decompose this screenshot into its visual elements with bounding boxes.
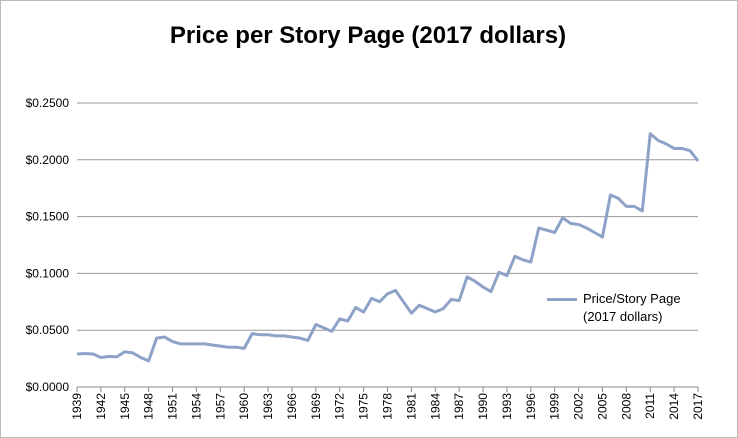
x-tick-label: 1939	[70, 393, 84, 420]
x-tick-label: 1945	[118, 393, 132, 420]
x-tick-label: 1948	[142, 393, 156, 420]
x-tick-label: 1960	[237, 393, 251, 420]
x-tick-label: 1999	[548, 393, 562, 420]
y-tick-label: $0.1000	[26, 266, 70, 280]
x-tick-label: 1978	[381, 393, 395, 420]
x-tick-label: 2017	[691, 393, 705, 420]
x-tick-label: 1951	[166, 393, 180, 420]
x-tick-label: 1987	[452, 393, 466, 420]
x-tick-label: 1957	[213, 393, 227, 420]
y-tick-label: $0.1500	[26, 210, 70, 224]
x-tick-label: 2011	[643, 393, 657, 419]
x-tick-label: 1975	[357, 393, 371, 420]
x-tick-label: 1981	[404, 393, 418, 420]
legend-label: Price/Story Page (2017 dollars)	[583, 291, 681, 324]
x-tick-label: 1942	[94, 393, 108, 420]
y-tick-label: $0.0500	[26, 323, 70, 337]
x-tick-label: 1990	[476, 393, 490, 420]
x-tick-label: 1954	[189, 393, 203, 420]
y-tick-label: $0.2000	[26, 153, 70, 167]
x-tick-label: 1984	[428, 393, 442, 420]
x-tick-label: 1993	[500, 393, 514, 420]
x-tick-label: 1963	[261, 393, 275, 420]
x-tick-label: 2014	[667, 393, 681, 420]
x-tick-label: 2002	[572, 393, 586, 420]
y-tick-label: $0.2500	[26, 96, 70, 110]
x-tick-label: 2008	[619, 393, 633, 420]
x-tick-label: 2005	[595, 393, 609, 420]
legend-swatch	[547, 298, 577, 301]
y-tick-label: $0.0000	[26, 380, 70, 394]
line	[76, 132, 700, 363]
x-tick-label: 1972	[333, 393, 347, 420]
legend: Price/Story Page (2017 dollars)	[547, 290, 703, 326]
chart-title: Price per Story Page (2017 dollars)	[170, 22, 566, 49]
x-tick-label: 1969	[309, 393, 323, 420]
x-tick-label: 1996	[524, 393, 538, 420]
x-tick-label: 1966	[285, 393, 299, 420]
